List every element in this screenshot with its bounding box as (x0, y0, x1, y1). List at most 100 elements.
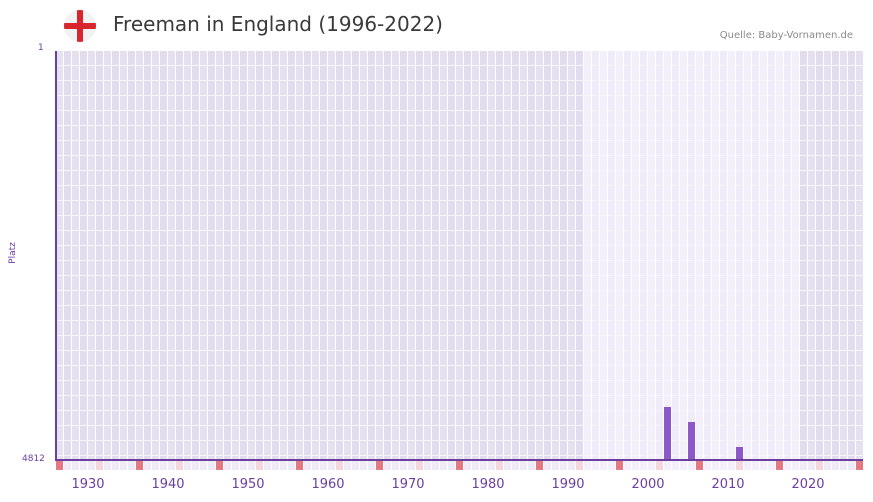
grid-column (808, 51, 815, 460)
year-marker (232, 461, 239, 470)
year-marker (776, 461, 783, 470)
grid-column (152, 51, 159, 460)
grid-column (664, 51, 671, 460)
rank-bar[interactable] (664, 407, 671, 460)
grid-column (400, 51, 407, 460)
year-marker (648, 461, 655, 470)
grid-column (592, 51, 599, 460)
grid-column (744, 51, 751, 460)
grid-column (456, 51, 463, 460)
grid-column (144, 51, 151, 460)
y-tick-top: 1 (38, 43, 44, 53)
rank-bar[interactable] (688, 422, 695, 460)
grid-column (712, 51, 719, 460)
grid-column (280, 51, 287, 460)
year-marker (240, 461, 247, 470)
grid-column (344, 51, 351, 460)
year-marker (344, 461, 351, 470)
grid-column (824, 51, 831, 460)
grid-column (648, 51, 655, 460)
grid-column (576, 51, 583, 460)
year-marker (792, 461, 799, 470)
source-link[interactable]: Quelle: Baby-Vornamen.de (720, 30, 853, 41)
grid-column (488, 51, 495, 460)
grid-column (256, 51, 263, 460)
grid-column (784, 51, 791, 460)
grid-column (688, 51, 695, 460)
grid-column (728, 51, 735, 460)
year-marker (104, 461, 111, 470)
grid-column (472, 51, 479, 460)
grid-column (840, 51, 847, 460)
year-marker (464, 461, 471, 470)
grid-column (160, 51, 167, 460)
grid-column (752, 51, 759, 460)
year-marker (616, 461, 623, 470)
grid-column (416, 51, 423, 460)
grid-column (104, 51, 111, 460)
year-marker (408, 461, 415, 470)
y-axis (55, 51, 57, 461)
grid-column (88, 51, 95, 460)
grid-column (656, 51, 663, 460)
grid-column (512, 51, 519, 460)
year-marker (112, 461, 119, 470)
year-marker (216, 461, 223, 470)
year-marker (192, 461, 199, 470)
year-marker (328, 461, 335, 470)
year-marker (784, 461, 791, 470)
grid-column (800, 51, 807, 460)
grid-column (240, 51, 247, 460)
grid-column (496, 51, 503, 460)
year-marker (560, 461, 567, 470)
grid-column (776, 51, 783, 460)
grid-column (448, 51, 455, 460)
year-marker (272, 461, 279, 470)
year-marker (264, 461, 271, 470)
grid-column (536, 51, 543, 460)
year-marker (440, 461, 447, 470)
year-marker (152, 461, 159, 470)
year-marker (312, 461, 319, 470)
x-tick-label: 1980 (471, 477, 504, 492)
year-marker (368, 461, 375, 470)
year-marker (144, 461, 151, 470)
grid-column (608, 51, 615, 460)
year-marker (840, 461, 847, 470)
year-marker (576, 461, 583, 470)
grid-column (640, 51, 647, 460)
year-marker (376, 461, 383, 470)
year-marker (360, 461, 367, 470)
grid-column (704, 51, 711, 460)
grid-column (480, 51, 487, 460)
year-marker (696, 461, 703, 470)
grid-column (464, 51, 471, 460)
year-marker (504, 461, 511, 470)
year-marker (176, 461, 183, 470)
year-marker (384, 461, 391, 470)
year-marker (728, 461, 735, 470)
year-marker (808, 461, 815, 470)
grid-column (760, 51, 767, 460)
grid-column (200, 51, 207, 460)
year-marker (64, 461, 71, 470)
grid-column (584, 51, 591, 460)
grid-column (336, 51, 343, 460)
year-marker (856, 461, 863, 470)
grid-column (72, 51, 79, 460)
grid-column (312, 51, 319, 460)
year-marker (208, 461, 215, 470)
year-marker (200, 461, 207, 470)
grid-column (360, 51, 367, 460)
grid-column (440, 51, 447, 460)
year-marker (296, 461, 303, 470)
grid-column (80, 51, 87, 460)
year-marker (72, 461, 79, 470)
grid-column (128, 51, 135, 460)
grid-column (320, 51, 327, 460)
grid-column (768, 51, 775, 460)
grid-column (408, 51, 415, 460)
x-tick-label: 2010 (711, 477, 744, 492)
x-axis (56, 459, 863, 461)
year-marker (664, 461, 671, 470)
